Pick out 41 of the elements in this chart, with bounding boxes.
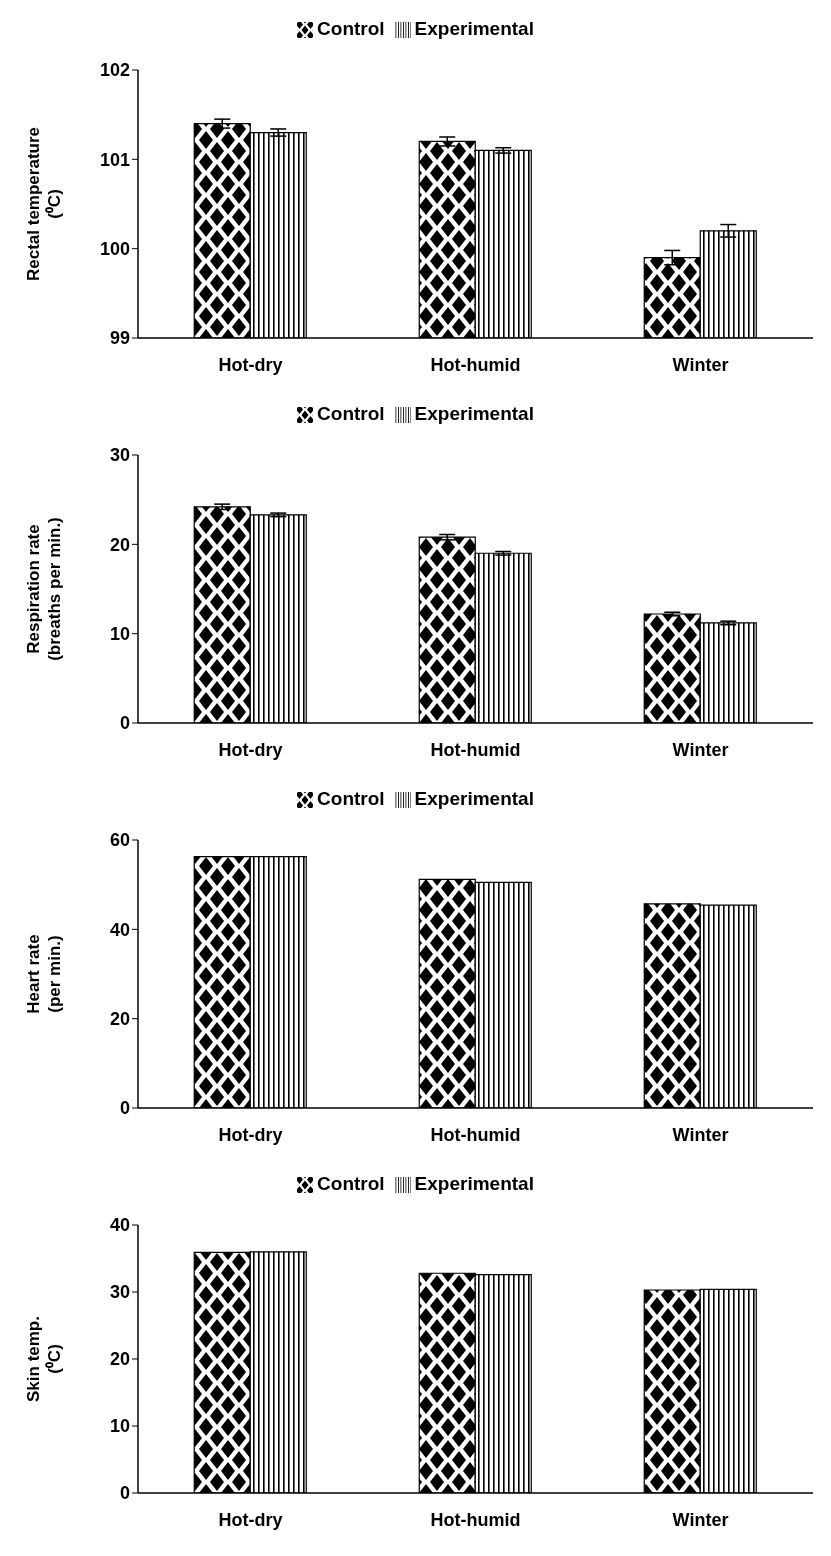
x-tick-label: Winter	[672, 1124, 729, 1145]
x-tick-label: Hot-dry	[218, 1509, 283, 1530]
y-axis-title: Skin temp. (⁰C)	[24, 1316, 64, 1402]
x-tick-label: Hot-dry	[218, 1124, 283, 1145]
y-axis-title: Heart rate (per min.)	[24, 934, 64, 1014]
legend-label: Control	[317, 403, 385, 424]
x-tick-label: Winter	[672, 1509, 729, 1530]
y-tick-label: 0	[119, 1098, 130, 1119]
y-tick-label: 20	[109, 1009, 130, 1030]
y-tick-label: 10	[109, 624, 130, 645]
y-axis-title: Rectal temperature (⁰C)	[24, 126, 64, 282]
y-axis-title: Respiration rate (breaths per min.)	[24, 517, 64, 661]
y-tick-label: 0	[119, 713, 130, 734]
y-tick-label: 30	[109, 445, 130, 466]
legend-label: Experimental	[414, 788, 534, 809]
x-tick-label: Hot-humid	[430, 1124, 521, 1145]
x-tick-label: Hot-humid	[430, 354, 521, 375]
x-tick-label: Winter	[672, 354, 729, 375]
y-tick-label: 102	[99, 60, 130, 81]
x-tick-label: Hot-humid	[430, 1509, 521, 1530]
y-tick-label: 100	[99, 239, 130, 260]
y-tick-label: 20	[109, 534, 130, 555]
y-tick-label: 0	[119, 1483, 130, 1504]
y-tick-label: 30	[109, 1282, 130, 1303]
y-tick-label: 101	[99, 149, 130, 170]
legend-label: Experimental	[414, 18, 534, 39]
legend-label: Control	[317, 18, 385, 39]
y-tick-label: 20	[109, 1349, 130, 1370]
y-tick-label: 99	[109, 328, 130, 349]
legend-label: Control	[317, 1173, 385, 1194]
y-tick-label: 40	[109, 919, 130, 940]
x-tick-label: Winter	[672, 739, 729, 760]
x-tick-label: Hot-humid	[430, 739, 521, 760]
legend-label: Experimental	[414, 1173, 534, 1194]
legend-label: Experimental	[414, 403, 534, 424]
legend-label: Control	[317, 788, 385, 809]
x-tick-label: Hot-dry	[218, 739, 283, 760]
x-tick-label: Hot-dry	[218, 354, 283, 375]
y-tick-label: 40	[109, 1215, 130, 1236]
y-tick-label: 60	[109, 830, 130, 851]
y-tick-label: 10	[109, 1416, 130, 1437]
